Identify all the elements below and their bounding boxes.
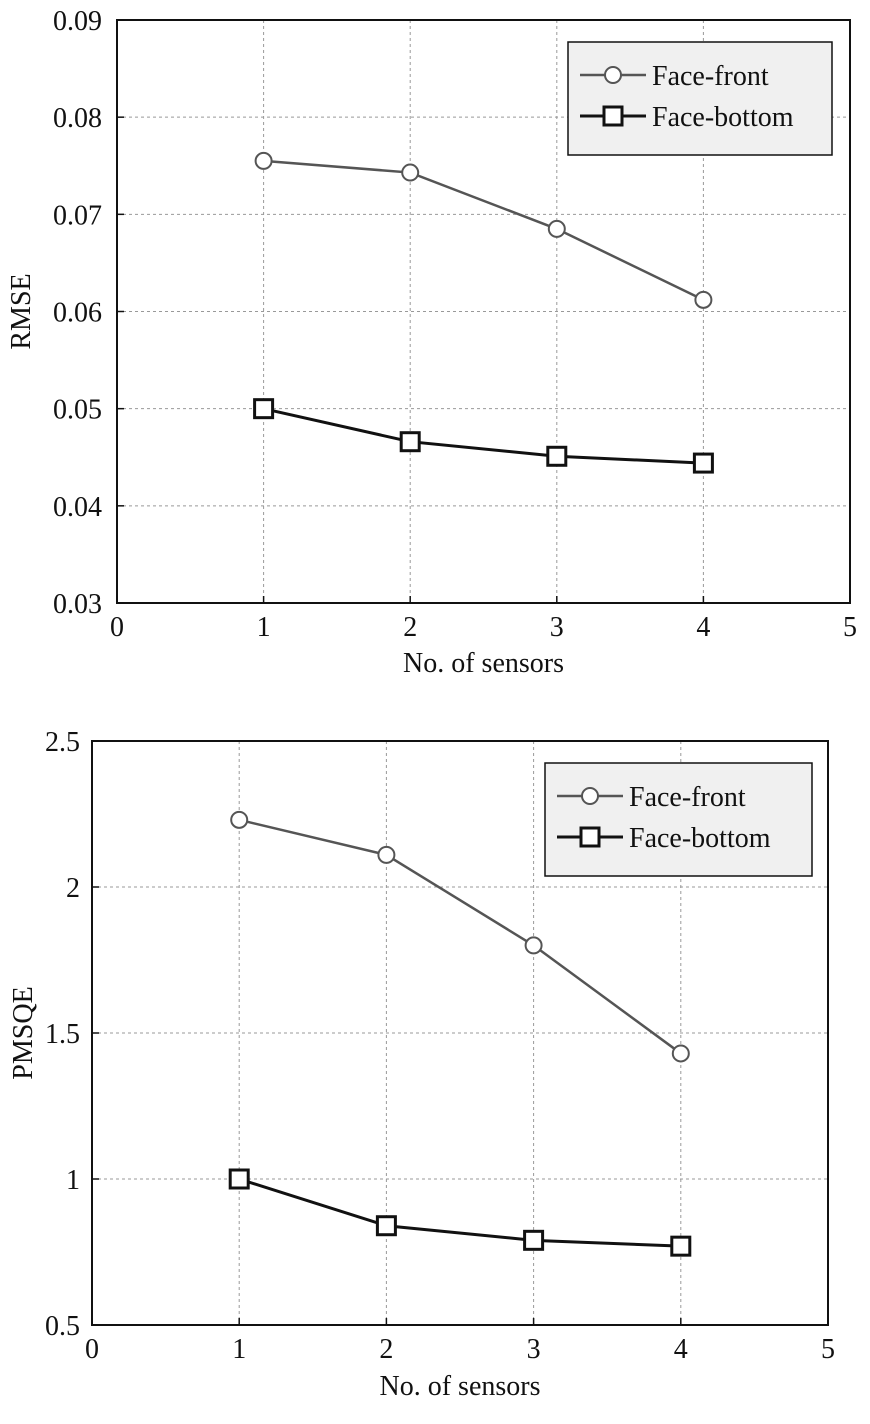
x-tick-label: 5 <box>821 1334 835 1365</box>
y-tick-label: 0.09 <box>53 6 102 37</box>
chart-2: 0 1 2 3 4 5 0.5 1 1.5 2 2.5 No. of sensors PMSQE Face… <box>8 727 835 1402</box>
data-point <box>401 163 420 182</box>
data-point <box>523 1229 545 1251</box>
x-tick-label: 3 <box>527 1334 541 1365</box>
y-tick-label: 0.04 <box>53 492 102 523</box>
y-tick-label: 2.5 <box>45 727 80 758</box>
y-tick-label: 0.07 <box>53 200 102 231</box>
legend-box <box>567 41 833 156</box>
y-tick-label: 1 <box>66 1165 80 1196</box>
x-axis-label: No. of sensors <box>380 1371 541 1402</box>
series-face-front <box>230 810 690 1063</box>
y-tick-label: 2 <box>66 873 80 904</box>
legend-label: Face-bottom <box>629 823 771 854</box>
x-tick-label: 2 <box>403 612 417 643</box>
series-face-bottom <box>228 1168 692 1257</box>
series-line <box>263 159 704 301</box>
data-point <box>670 1235 692 1257</box>
legend-marker <box>602 105 624 127</box>
y-tick-label: 0.06 <box>53 298 102 329</box>
series-line <box>238 818 682 1055</box>
x-tick-label: 1 <box>232 1334 246 1365</box>
data-point <box>694 290 713 309</box>
x-tick-label: 3 <box>550 612 564 643</box>
data-point <box>254 151 273 170</box>
legend-label: Face-front <box>652 61 769 92</box>
series-line <box>238 1177 681 1248</box>
y-tick-label: 1.5 <box>45 1019 80 1050</box>
y-axis-label: PMSQE <box>8 986 39 1079</box>
series-face-bottom <box>253 398 714 474</box>
legend-marker <box>581 787 599 805</box>
data-point <box>228 1168 250 1190</box>
chart-1: 0 1 2 3 4 5 0.03 0.04 0.05 0.06 0.07 0.08 0.09 No. of… <box>6 6 857 679</box>
legend: Face-front Face-bottom <box>567 41 833 156</box>
legend-box <box>544 762 813 877</box>
y-tick-label: 0.03 <box>53 589 102 620</box>
x-tick-label: 2 <box>379 1334 393 1365</box>
x-axis-label: No. of sensors <box>403 648 564 679</box>
legend-marker <box>579 826 601 848</box>
legend-marker <box>604 66 622 84</box>
x-tick-label: 4 <box>696 612 710 643</box>
data-point <box>375 1215 397 1237</box>
x-tick-label: 1 <box>257 612 271 643</box>
y-axis-label: RMSE <box>6 273 37 349</box>
x-tick-label: 5 <box>843 612 857 643</box>
x-tick-label: 0 <box>85 1334 99 1365</box>
data-point <box>671 1044 690 1063</box>
data-point <box>399 431 421 453</box>
y-tick-label: 0.08 <box>53 103 102 134</box>
series-face-front <box>254 151 713 309</box>
data-point <box>546 445 568 467</box>
data-point <box>253 398 275 420</box>
data-point <box>230 810 249 829</box>
data-point <box>547 219 566 238</box>
y-tick-label: 0.5 <box>45 1311 80 1342</box>
legend: Face-front Face-bottom <box>544 762 813 877</box>
legend-label: Face-front <box>629 782 746 813</box>
data-point <box>524 936 543 955</box>
data-point <box>692 452 714 474</box>
series-line <box>263 407 704 465</box>
legend-label: Face-bottom <box>652 102 794 133</box>
data-point <box>377 845 396 864</box>
x-tick-label: 0 <box>110 612 124 643</box>
x-tick-label: 4 <box>674 1334 688 1365</box>
y-tick-label: 0.05 <box>53 395 102 426</box>
